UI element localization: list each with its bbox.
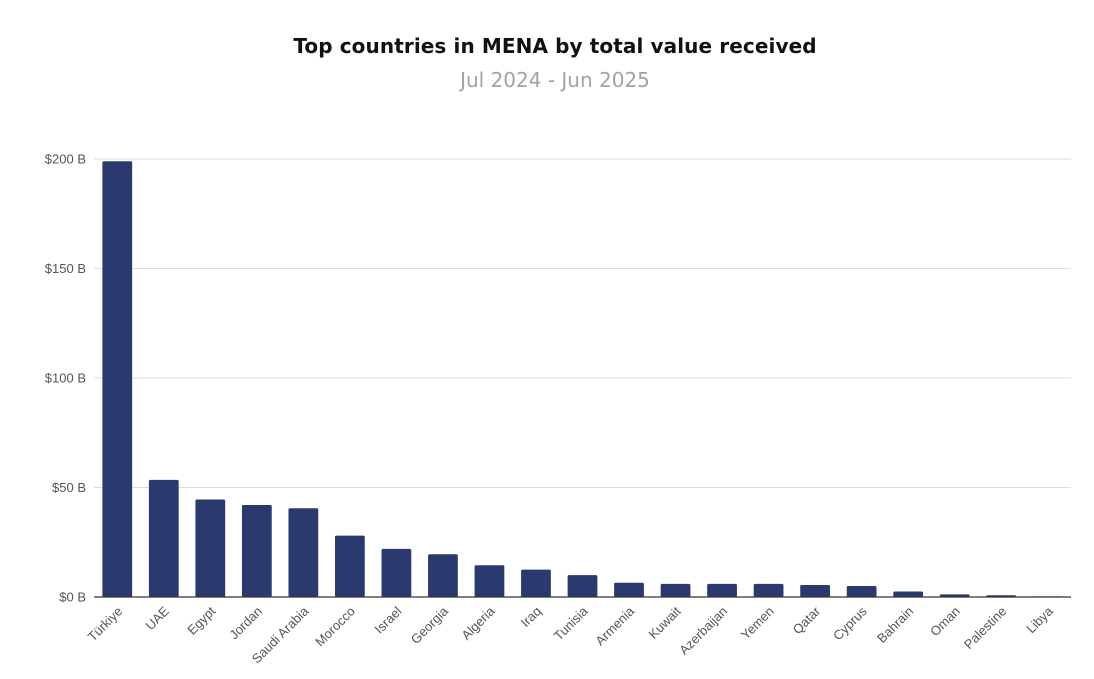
y-tick-label: $100 B bbox=[45, 371, 86, 386]
bar bbox=[148, 479, 179, 597]
bar bbox=[381, 548, 412, 597]
bar bbox=[846, 586, 877, 597]
bar bbox=[707, 583, 737, 597]
x-tick-label: Algeria bbox=[458, 603, 498, 643]
x-tick-label: Azerbaijan bbox=[676, 604, 730, 658]
x-tick-label: Morocco bbox=[312, 604, 358, 650]
bar bbox=[660, 583, 691, 597]
bar bbox=[567, 575, 598, 597]
x-tick-label: Yemen bbox=[738, 604, 777, 643]
bars bbox=[102, 161, 1063, 597]
x-tick-label: Iraq bbox=[518, 604, 544, 630]
x-tick-label: Egypt bbox=[184, 603, 218, 637]
x-tick-label: Israel bbox=[371, 603, 404, 636]
x-tick-label: Armenia bbox=[592, 603, 637, 648]
chart-subtitle: Jul 2024 - Jun 2025 bbox=[460, 68, 650, 92]
chart-title: Top countries in MENA by total value rec… bbox=[293, 34, 817, 58]
gridlines bbox=[94, 158, 1071, 488]
bar bbox=[241, 505, 272, 597]
x-tick-label: Bahrain bbox=[874, 604, 916, 646]
bar bbox=[428, 554, 458, 597]
x-tick-label: Kuwait bbox=[645, 603, 683, 641]
y-axis-ticks: $0 B $50 B $100 B $150 B $200 B bbox=[45, 152, 86, 605]
y-tick-label: $0 B bbox=[59, 590, 86, 605]
x-tick-label: Libya bbox=[1023, 603, 1056, 636]
x-tick-label: Tunisia bbox=[551, 603, 591, 643]
x-tick-label: Oman bbox=[927, 604, 963, 640]
bar bbox=[753, 583, 784, 597]
bar bbox=[195, 499, 226, 597]
x-tick-label: Palestine bbox=[961, 604, 1009, 652]
bar bbox=[102, 161, 133, 597]
x-tick-label: Qatar bbox=[790, 603, 824, 637]
y-tick-label: $50 B bbox=[52, 480, 86, 495]
x-tick-label: Cyprus bbox=[830, 603, 870, 643]
bar bbox=[474, 565, 505, 597]
x-tick-label: Türkiye bbox=[85, 604, 126, 645]
bar bbox=[800, 584, 831, 597]
y-tick-label: $150 B bbox=[45, 261, 86, 276]
bar bbox=[521, 569, 551, 597]
x-tick-label: Georgia bbox=[408, 603, 452, 647]
bar bbox=[939, 594, 970, 597]
x-tick-label: UAE bbox=[142, 603, 172, 633]
bar bbox=[288, 508, 319, 597]
bar bbox=[334, 535, 365, 597]
bar bbox=[893, 591, 924, 597]
bar bbox=[614, 582, 644, 597]
y-tick-label: $200 B bbox=[45, 152, 86, 167]
x-tick-label: Jordan bbox=[226, 604, 265, 643]
